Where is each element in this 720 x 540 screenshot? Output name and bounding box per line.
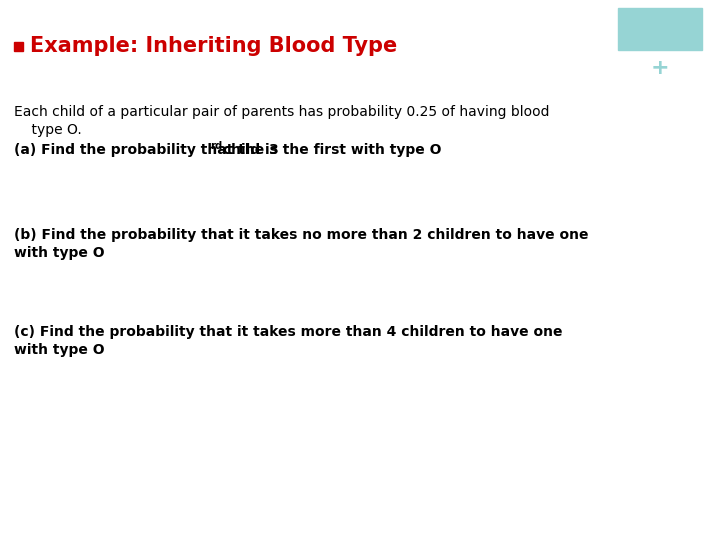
FancyBboxPatch shape	[618, 8, 702, 50]
Text: (c) Find the probability that it takes more than 4 children to have one: (c) Find the probability that it takes m…	[14, 325, 562, 339]
Text: Example: Inheriting Blood Type: Example: Inheriting Blood Type	[30, 37, 397, 57]
FancyBboxPatch shape	[14, 42, 23, 51]
Text: with type O: with type O	[14, 246, 104, 260]
Text: with type O: with type O	[14, 343, 104, 357]
Text: Each child of a particular pair of parents has probability 0.25 of having blood: Each child of a particular pair of paren…	[14, 105, 549, 119]
Text: type O.: type O.	[14, 123, 82, 137]
Text: (a) Find the probability that the 3: (a) Find the probability that the 3	[14, 143, 279, 157]
Text: +: +	[651, 58, 670, 78]
Text: child is the first with type O: child is the first with type O	[218, 143, 441, 157]
Text: rd: rd	[210, 141, 222, 151]
Text: (b) Find the probability that it takes no more than 2 children to have one: (b) Find the probability that it takes n…	[14, 228, 588, 242]
